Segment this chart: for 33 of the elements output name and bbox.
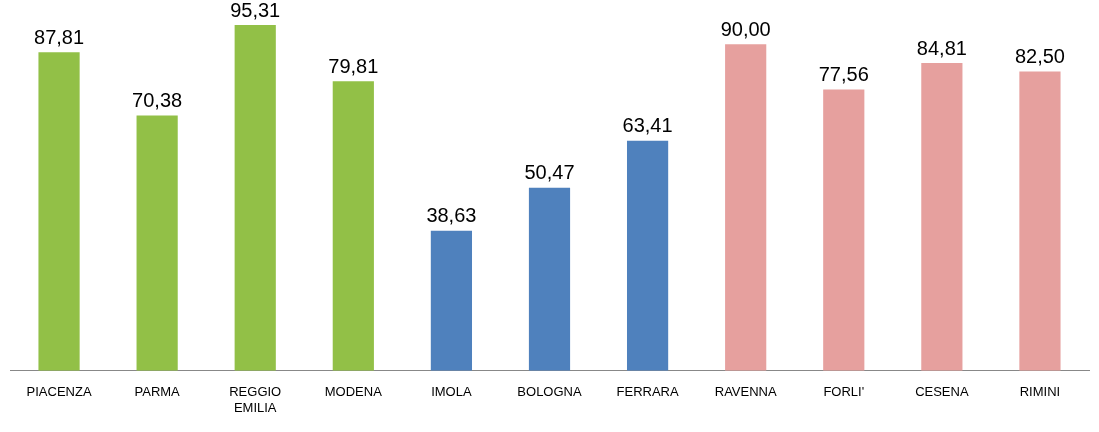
data-label: 38,63 xyxy=(426,204,477,227)
data-label: 77,56 xyxy=(818,62,869,85)
x-tick-label: REGGIO EMILIA xyxy=(229,384,282,415)
x-tick-label: RIMINI xyxy=(1019,384,1061,400)
x-tick-label: PARMA xyxy=(134,384,181,400)
x-tick-label: FORLI' xyxy=(823,384,865,400)
data-label: 90,00 xyxy=(720,17,771,40)
bar xyxy=(430,230,473,371)
data-label: 50,47 xyxy=(524,161,575,184)
bar xyxy=(921,63,963,371)
bar xyxy=(528,187,571,371)
bar xyxy=(725,44,767,371)
x-tick-label: FERRARA xyxy=(616,384,679,400)
data-label: 95,31 xyxy=(230,0,281,21)
x-tick-label: BOLOGNA xyxy=(517,384,582,400)
data-label: 79,81 xyxy=(328,54,379,77)
x-tick-label: CESENA xyxy=(915,384,969,400)
bar xyxy=(136,115,178,371)
x-tick-label: MODENA xyxy=(324,384,383,400)
x-tick-label: IMOLA xyxy=(431,384,472,400)
bar xyxy=(234,25,276,371)
data-label: 84,81 xyxy=(916,36,967,59)
bar xyxy=(38,52,80,371)
bar xyxy=(1019,71,1061,371)
data-label: 70,38 xyxy=(132,88,183,111)
x-tick-label: PIACENZA xyxy=(26,384,92,400)
data-label: 63,41 xyxy=(622,114,673,137)
bar xyxy=(823,89,865,371)
data-label: 87,81 xyxy=(34,25,85,48)
bar xyxy=(626,140,669,371)
data-label: 82,50 xyxy=(1014,45,1065,68)
x-tick-label: RAVENNA xyxy=(714,384,777,400)
bar xyxy=(332,81,374,371)
